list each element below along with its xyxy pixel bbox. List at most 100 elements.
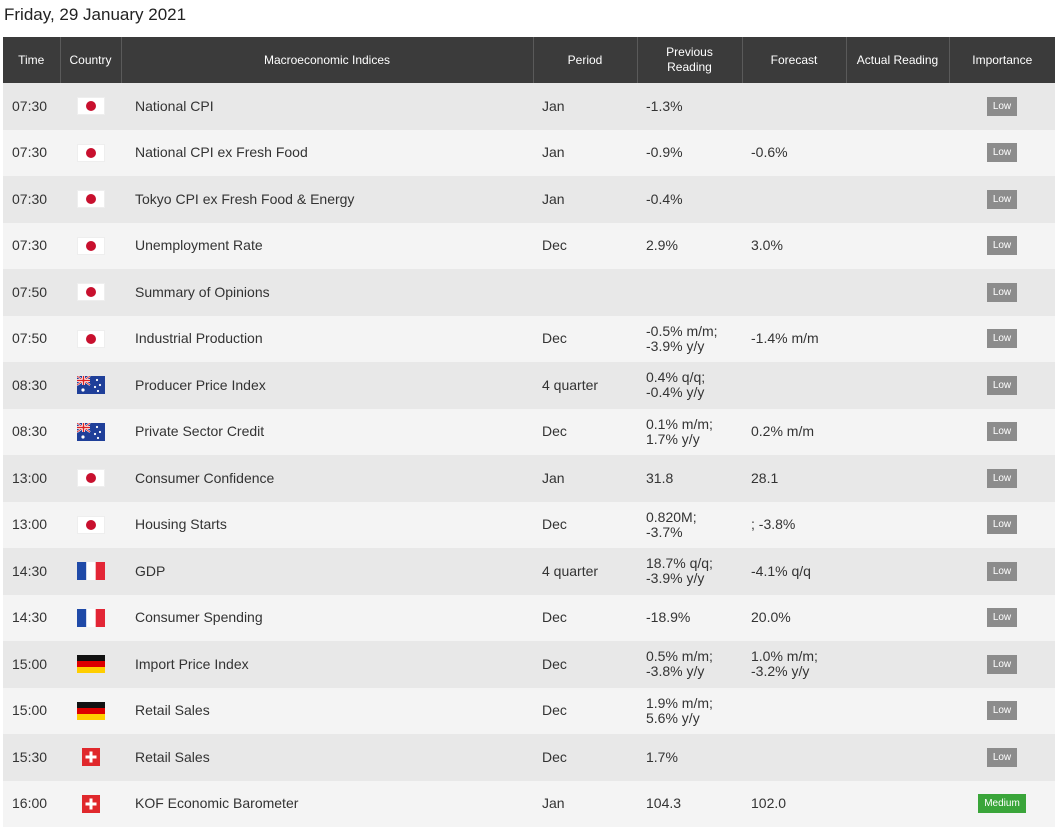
flag-shape [76, 713, 105, 720]
country-flag [75, 375, 105, 395]
index-cell: Summary of Opinions [121, 269, 533, 316]
index-cell: Retail Sales [121, 734, 533, 781]
importance-cell: Low [949, 176, 1055, 223]
data-row: 07:50 Industrial Production Dec -0.5% m/m; … [3, 315, 1055, 362]
index-cell: Producer Price Index [121, 362, 533, 409]
index-cell: Private Sector Credit [121, 408, 533, 455]
flag-shape [76, 655, 105, 662]
fcst-cell: -1.4% m/m [742, 315, 846, 362]
importance-badge: Low [986, 561, 1018, 581]
flag-shape [93, 432, 96, 435]
flag-shape [85, 194, 96, 205]
time-cell: 07:30 [3, 83, 60, 130]
time-cell: 15:30 [3, 734, 60, 781]
importance-cell: Low [949, 734, 1055, 781]
flag-shape [76, 562, 86, 581]
index-cell: Consumer Spending [121, 594, 533, 641]
fcst-cell [742, 687, 846, 734]
flag-shape [76, 655, 105, 674]
flag-shape [85, 287, 96, 298]
prev-cell: -0.9% [637, 129, 742, 176]
fcst-cell: 0.2% m/m [742, 408, 846, 455]
importance-cell: Low [949, 408, 1055, 455]
prev-cell: 104.3 [637, 780, 742, 827]
importance-badge: Low [986, 329, 1018, 349]
importance-badge: Low [986, 422, 1018, 442]
data-row: 07:30 National CPI ex Fresh Food Jan -0.9% -… [3, 129, 1055, 176]
importance-cell: Low [949, 129, 1055, 176]
index-cell: Consumer Confidence [121, 455, 533, 502]
importance-badge: Medium [978, 794, 1026, 814]
actual-cell [846, 315, 949, 362]
actual-cell [846, 269, 949, 316]
period-cell: Dec [533, 315, 637, 362]
flag-cell [60, 594, 121, 641]
flag-cell [60, 548, 121, 595]
flag-shape [85, 608, 96, 627]
flag-shape [96, 390, 99, 393]
flag-shape [75, 421, 105, 441]
time-cell: 07:50 [3, 269, 60, 316]
prev-cell: 1.7% [637, 734, 742, 781]
time-cell: 15:00 [3, 687, 60, 734]
fcst-cell: -4.1% q/q [742, 548, 846, 595]
country-flag [76, 329, 105, 348]
table-body: 07:30 National CPI Jan -1.3% Low 07:30 Nationa… [3, 83, 1055, 827]
period-cell: Dec [533, 222, 637, 269]
actual-cell [846, 594, 949, 641]
period-cell: 4 quarter [533, 362, 637, 409]
fcst-cell: 1.0% m/m; -3.2% y/y [742, 641, 846, 688]
index-cell: Import Price Index [121, 641, 533, 688]
prev-cell: 0.820M; -3.7% [637, 501, 742, 548]
flag-shape [76, 707, 105, 714]
flag-shape [81, 748, 100, 767]
prev-cell: -0.4% [637, 176, 742, 223]
time-cell: 08:30 [3, 408, 60, 455]
flag-cell [60, 269, 121, 316]
flag-shape [76, 283, 105, 302]
flag-shape [85, 473, 96, 484]
prev-cell: -18.9% [637, 594, 742, 641]
time-cell: 13:00 [3, 455, 60, 502]
prev-cell [637, 269, 742, 316]
flag-shape [76, 562, 105, 581]
flag-shape [93, 386, 96, 389]
data-row: 15:00 Import Price Index Dec 0.5% m/m; -3.8… [3, 641, 1055, 688]
importance-badge: Low [986, 189, 1018, 209]
flag-shape [76, 469, 105, 488]
index-cell: Housing Starts [121, 501, 533, 548]
flag-cell [60, 455, 121, 502]
importance-cell: Low [949, 548, 1055, 595]
column-header: Country [60, 37, 122, 83]
data-row: 08:30 Producer Price Index 4 quarter 0.4% q… [3, 362, 1055, 409]
period-cell: Dec [533, 501, 637, 548]
flag-shape [85, 147, 96, 158]
flag-cell [60, 129, 121, 176]
importance-cell: Low [949, 315, 1055, 362]
data-row: 15:30 Retail Sales Dec 1.7% Low [3, 734, 1055, 781]
period-cell: Jan [533, 83, 637, 130]
flag-shape [80, 435, 85, 439]
flag-shape [96, 436, 99, 439]
importance-badge: Low [986, 701, 1018, 721]
flag-cell [60, 222, 121, 269]
flag-shape [76, 236, 105, 255]
index-cell: National CPI ex Fresh Food [121, 129, 533, 176]
time-cell: 08:30 [3, 362, 60, 409]
column-header: Previous Reading [637, 37, 743, 83]
importance-badge: Low [986, 375, 1018, 395]
importance-cell: Low [949, 455, 1055, 502]
country-flag [76, 143, 105, 162]
importance-badge: Low [986, 654, 1018, 674]
time-cell: 15:00 [3, 641, 60, 688]
importance-cell: Medium [949, 780, 1055, 827]
period-cell: Dec [533, 687, 637, 734]
period-cell: Jan [533, 455, 637, 502]
header-row: Time Country Macroeconomic Indices Period Pr… [3, 37, 1055, 83]
importance-cell: Low [949, 269, 1055, 316]
country-flag [81, 794, 100, 813]
fcst-cell: ; -3.8% [742, 501, 846, 548]
importance-cell: Low [949, 362, 1055, 409]
prev-cell: 0.4% q/q; -0.4% y/y [637, 362, 742, 409]
